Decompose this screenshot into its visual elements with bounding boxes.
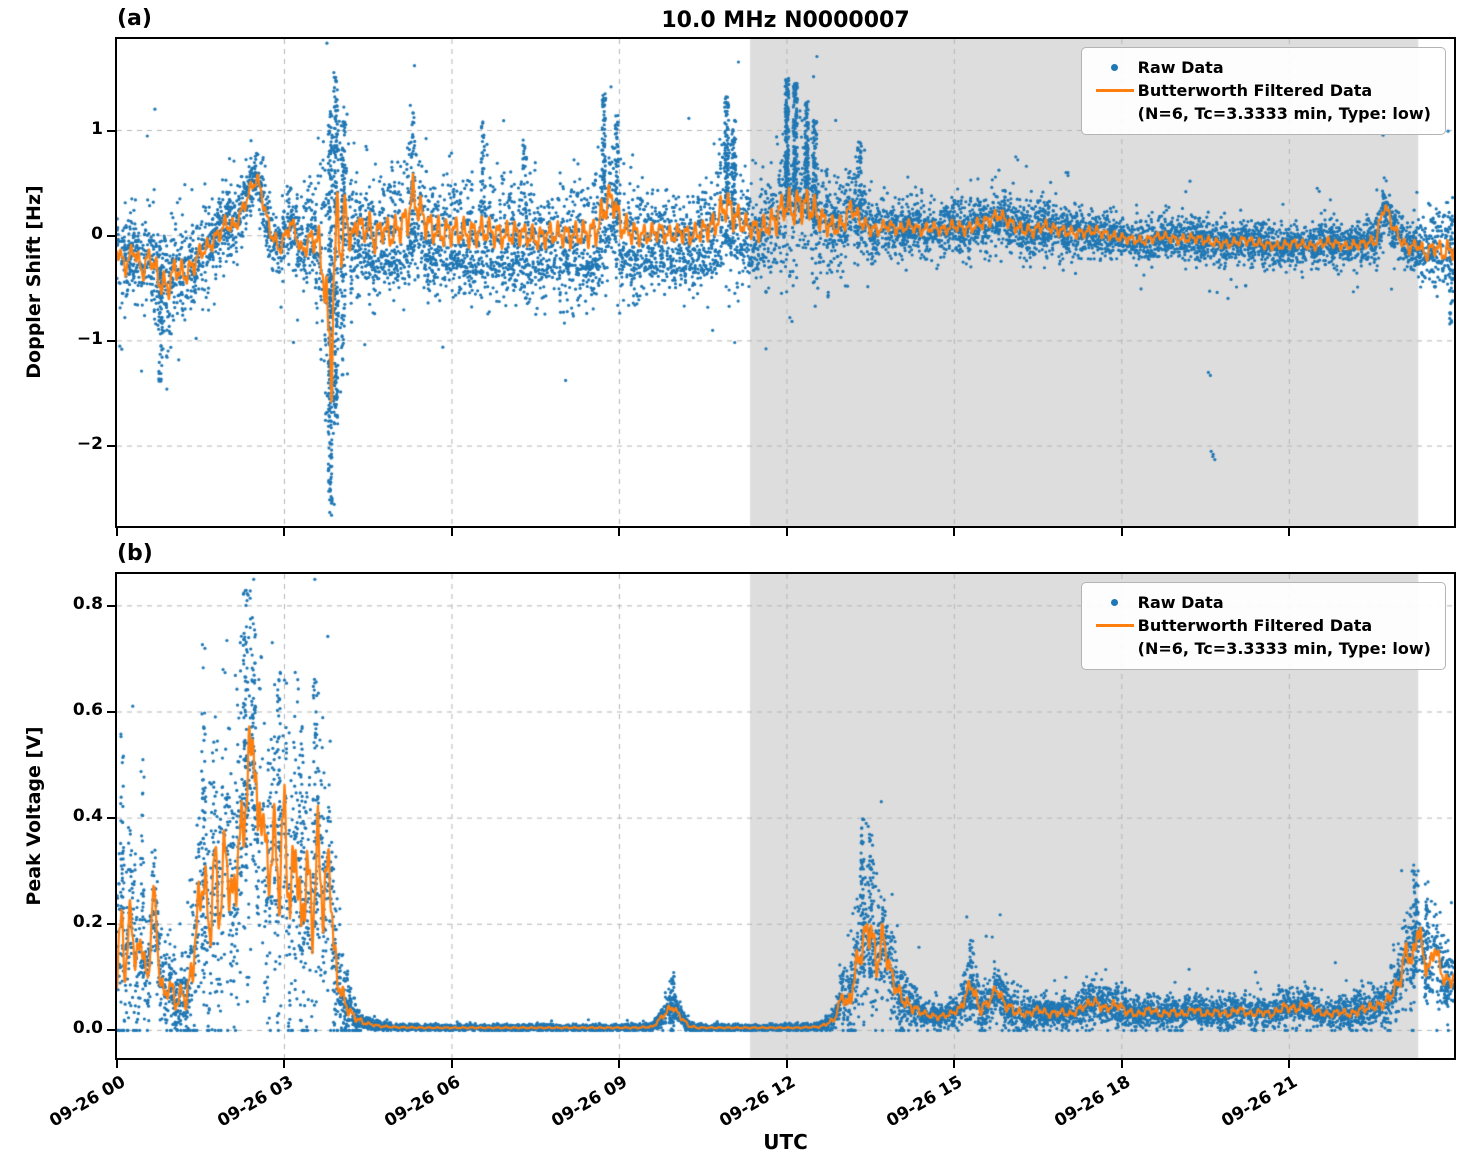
x-axis-title: UTC (763, 1130, 808, 1154)
legend-filtered-sublabel: (N=6, Tc=3.3333 min, Type: low) (1137, 639, 1431, 659)
x-tick-label: 09-26 15 (883, 1072, 967, 1132)
y-tick-label: 0.0 (72, 1018, 103, 1039)
x-tick-mark (1120, 1060, 1123, 1068)
x-tick-mark (450, 528, 453, 536)
x-tick-mark (283, 528, 286, 536)
legend-raw-label: Raw Data (1137, 58, 1224, 77)
x-tick-mark (1288, 528, 1291, 536)
x-tick-mark (283, 1060, 286, 1068)
panel-a-label: (a) (117, 6, 152, 31)
y-tick-mark (107, 1029, 115, 1032)
legend-item-filtered: Butterworth Filtered Data (1092, 614, 1431, 637)
y-tick-label: 0 (91, 223, 103, 244)
raw-data-marker-icon (1092, 599, 1138, 607)
legend-filtered-label: Butterworth Filtered Data (1137, 616, 1373, 636)
y-tick-label: 1 (91, 118, 103, 139)
legend-filtered-label: Butterworth Filtered Data (1137, 81, 1373, 101)
x-tick-label: 09-26 03 (213, 1072, 297, 1132)
x-tick-label: 09-26 06 (381, 1072, 464, 1132)
y-tick-mark (107, 604, 115, 607)
legend-filtered-sublabel: (N=6, Tc=3.3333 min, Type: low) (1137, 104, 1431, 124)
y-tick-mark (107, 234, 115, 237)
filtered-line-icon (1095, 624, 1134, 628)
x-tick-mark (116, 528, 118, 536)
x-tick-mark (953, 528, 956, 536)
legend-item-raw: Raw Data (1092, 591, 1431, 614)
legend-raw-label: Raw Data (1137, 593, 1224, 612)
y-tick-label: 0.2 (72, 912, 103, 933)
x-tick-label: 09-26 09 (548, 1072, 632, 1132)
panel-a-axes: Raw Data Butterworth Filtered Data (N=6,… (115, 37, 1456, 528)
x-tick-mark (618, 1060, 621, 1068)
panel-a-ylabel: Doppler Shift [Hz] (23, 185, 45, 379)
x-tick-mark (785, 1060, 788, 1068)
legend-item-filtered-sub: (N=6, Tc=3.3333 min, Type: low) (1092, 102, 1431, 125)
panel-b-axes: Raw Data Butterworth Filtered Data (N=6,… (115, 572, 1456, 1060)
x-tick-mark (953, 1060, 956, 1068)
y-tick-mark (107, 339, 115, 342)
x-tick-label: 09-26 00 (46, 1072, 129, 1132)
y-tick-label: −2 (76, 434, 103, 455)
x-tick-label: 09-26 18 (1051, 1072, 1134, 1132)
x-tick-label: 09-26 12 (716, 1072, 799, 1132)
panel-b-label: (b) (117, 541, 153, 566)
raw-dot-icon (1111, 599, 1119, 607)
x-tick-mark (116, 1060, 118, 1068)
x-tick-mark (450, 1060, 453, 1068)
filtered-line-marker-icon (1092, 624, 1138, 628)
panel-a-legend: Raw Data Butterworth Filtered Data (N=6,… (1080, 47, 1446, 135)
y-tick-mark (107, 710, 115, 713)
filtered-line-icon (1095, 89, 1134, 93)
x-tick-mark (618, 528, 621, 536)
y-tick-mark (107, 445, 115, 448)
y-tick-label: 0.8 (72, 593, 103, 614)
y-tick-mark (107, 817, 115, 820)
legend-item-filtered: Butterworth Filtered Data (1092, 79, 1431, 102)
legend-item-filtered-sub: (N=6, Tc=3.3333 min, Type: low) (1092, 637, 1431, 660)
y-tick-mark (107, 923, 115, 926)
raw-dot-icon (1111, 64, 1119, 72)
filtered-line-marker-icon (1092, 89, 1138, 93)
x-tick-label: 09-26 21 (1218, 1072, 1302, 1132)
x-tick-mark (785, 528, 788, 536)
y-tick-label: 0.4 (72, 806, 103, 827)
y-tick-label: −1 (76, 328, 103, 349)
raw-data-marker-icon (1092, 64, 1138, 72)
y-tick-label: 0.6 (72, 699, 103, 720)
x-tick-mark (1120, 528, 1123, 536)
panel-b-legend: Raw Data Butterworth Filtered Data (N=6,… (1080, 582, 1446, 670)
x-tick-mark (1288, 1060, 1291, 1068)
y-tick-mark (107, 129, 115, 132)
legend-item-raw: Raw Data (1092, 56, 1431, 79)
chart-title: 10.0 MHz N0000007 (661, 8, 910, 33)
